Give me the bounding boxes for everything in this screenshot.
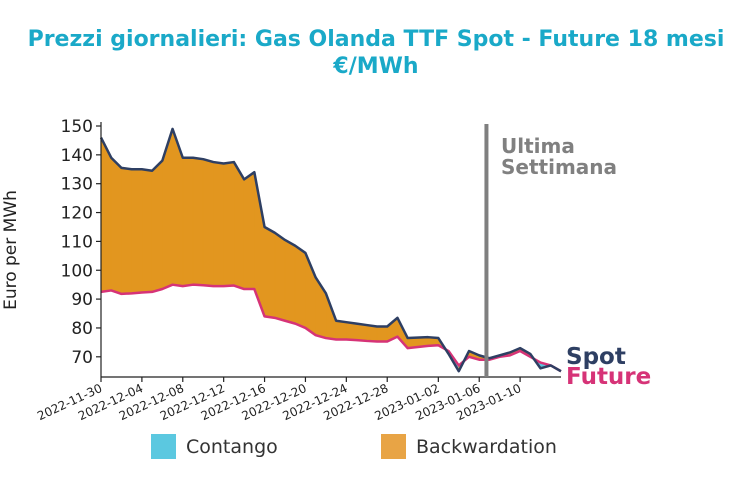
backwardation-band	[284, 239, 296, 325]
y-tick-label: 70	[71, 348, 93, 368]
legend-label-backwardation: Backwardation	[416, 436, 557, 458]
chart-subtitle: €/MWh	[332, 54, 418, 79]
legend-label-contango: Contango	[186, 436, 278, 458]
y-tick-label: 140	[61, 146, 93, 166]
y-tick-label: 90	[71, 290, 93, 310]
backwardation-band	[110, 157, 122, 295]
backwardation-band	[274, 232, 286, 322]
y-tick-label: 120	[61, 204, 93, 224]
backwardation-band	[233, 160, 245, 290]
backwardation-band	[243, 171, 255, 290]
y-tick-label: 100	[61, 261, 93, 281]
legend-swatch-contango	[151, 434, 176, 459]
axis-layer	[100, 122, 561, 378]
last-week-label-line2: Settimana	[501, 155, 617, 179]
y-tick-label: 110	[61, 232, 93, 252]
x-ticks: 2022-11-302022-12-042022-12-082022-12-12…	[35, 377, 523, 423]
y-tick-label: 130	[61, 175, 93, 195]
backwardation-band	[376, 326, 388, 342]
last-week-label-line1: Ultima	[501, 134, 575, 158]
backwardation-band	[192, 157, 204, 286]
backwardation-band	[131, 168, 143, 294]
legend-swatch-backwardation	[381, 434, 406, 459]
backwardation-band	[202, 158, 214, 287]
legend: Contango Backwardation	[151, 434, 557, 459]
y-tick-label: 80	[71, 319, 93, 339]
backwardation-band	[151, 159, 163, 293]
chart-title: Prezzi giornalieri: Gas Olanda TTF Spot …	[28, 27, 725, 52]
backwardation-band	[346, 321, 357, 341]
backwardation-band	[264, 226, 276, 319]
series-label-spot: Spot	[566, 344, 626, 370]
backwardation-band	[100, 137, 112, 293]
y-ticks: 70 80 90 100 110 120 130 140 150	[61, 117, 101, 368]
backwardation-band	[356, 323, 368, 342]
y-tick-label: 150	[61, 117, 93, 137]
backwardation-band	[335, 320, 347, 340]
backwardation-band	[182, 157, 194, 287]
area-layer	[100, 128, 562, 373]
backwardation-band	[141, 168, 153, 293]
backwardation-band	[213, 161, 224, 287]
series-label-future: Future	[566, 364, 651, 390]
backwardation-band	[223, 161, 235, 287]
backwardation-band	[121, 167, 132, 295]
backwardation-band	[294, 245, 306, 329]
y-axis-label: Euro per MWh	[1, 190, 21, 310]
